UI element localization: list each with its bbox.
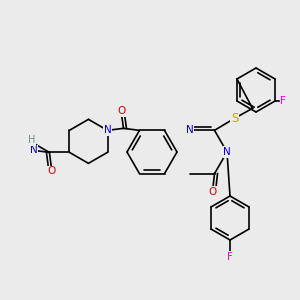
Text: O: O [117,106,126,116]
Text: H: H [28,135,35,145]
Text: H: H [29,140,36,149]
Text: N: N [103,125,111,135]
Text: S: S [231,112,238,125]
Text: F: F [280,96,286,106]
Text: N: N [29,145,37,155]
Text: O: O [208,187,217,197]
Text: F: F [227,252,233,262]
Text: O: O [47,166,56,176]
Text: N: N [223,147,231,157]
Text: N: N [186,125,194,135]
